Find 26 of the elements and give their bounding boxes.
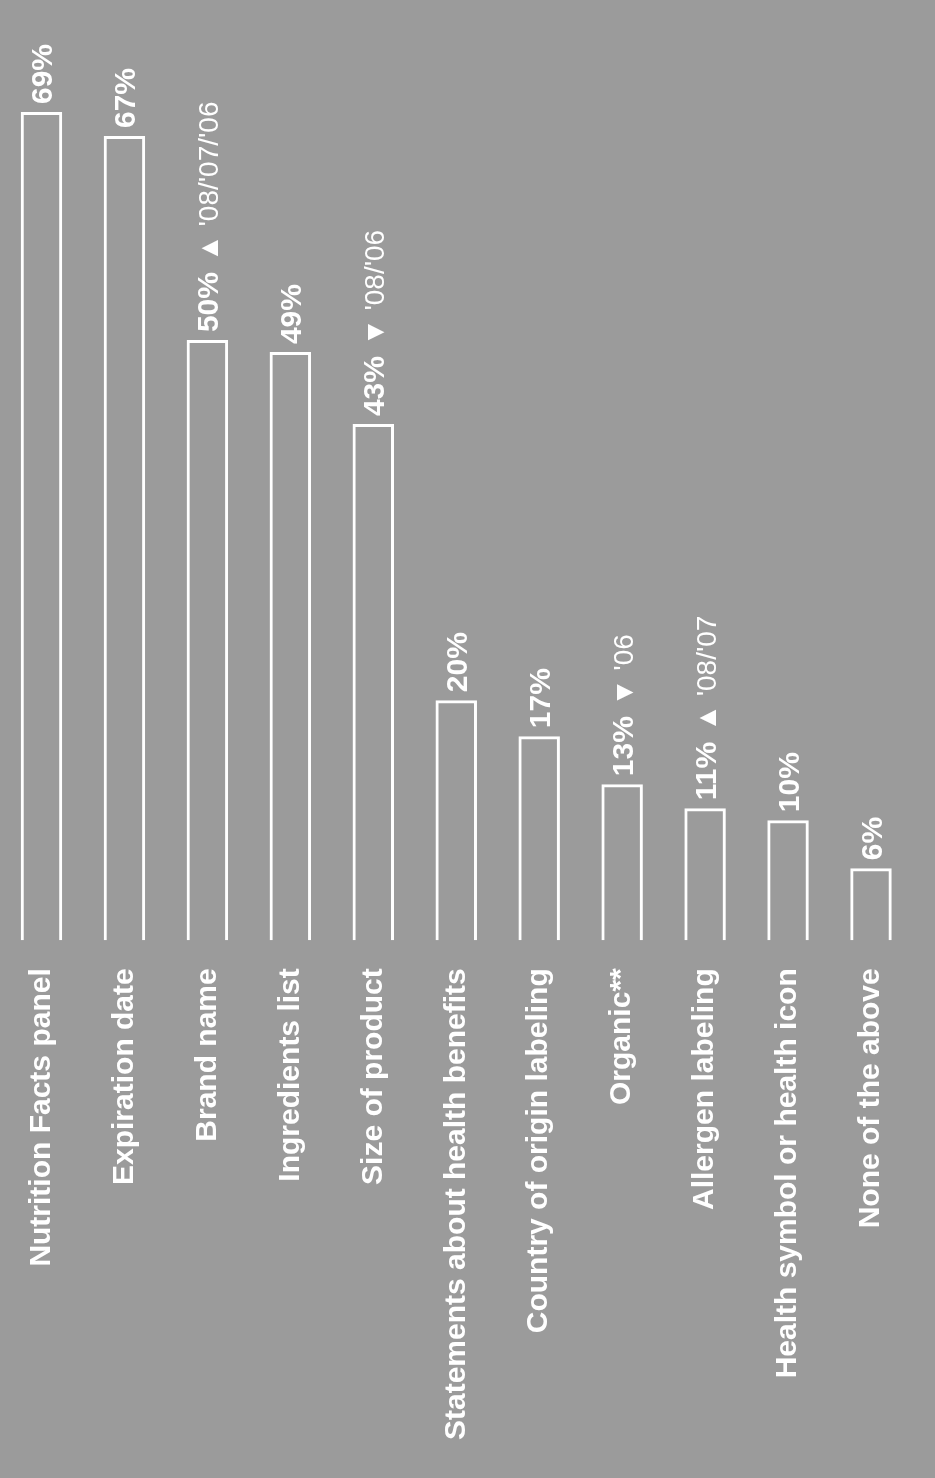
x-tick-label: Allergen labeling (686, 968, 720, 1210)
data-label: 43% (357, 356, 391, 417)
x-tick-label: None of the above (852, 968, 886, 1229)
data-label: 49% (274, 284, 308, 345)
x-tick-label: Expiration date (105, 968, 139, 1185)
annotation: ▼ '06 (608, 634, 640, 707)
x-tick-label: Organic** (603, 967, 637, 1105)
x-tick-label: Ingredients list (271, 968, 305, 1182)
x-tick-label: Country of origin labeling (520, 968, 554, 1334)
x-tick-label: Nutrition Facts panel (22, 968, 56, 1267)
x-tick-label: Size of product (354, 968, 388, 1185)
annotation: ▼ '08/'06 (359, 229, 391, 347)
data-label: 11% (689, 741, 723, 801)
x-tick-label: Brand name (188, 968, 222, 1142)
data-label: 20% (440, 632, 474, 693)
data-label: 50% (191, 272, 225, 333)
annotation: ▲ '08/'07 (691, 615, 723, 732)
x-tick-label: Statements about health benefits (437, 968, 471, 1441)
x-tick-label: Health symbol or health icon (769, 968, 803, 1379)
data-label: 10% (772, 752, 806, 813)
annotation: ▲ '08/'07/'06 (193, 101, 225, 263)
data-label: 13% (606, 716, 640, 777)
data-label: 67% (108, 67, 142, 129)
data-label: 6% (855, 816, 888, 861)
data-label: 17% (523, 668, 557, 729)
data-label: 69% (25, 43, 59, 104)
